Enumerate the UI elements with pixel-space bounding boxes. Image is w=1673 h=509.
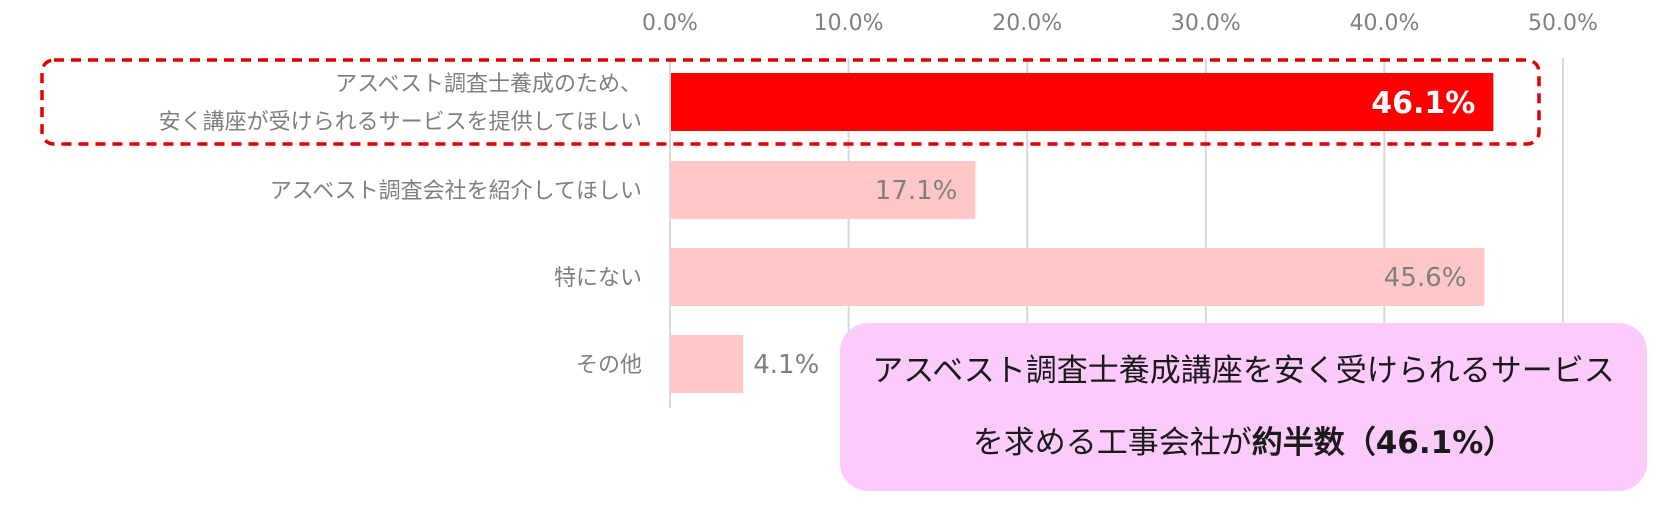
highlight-outline bbox=[40, 58, 1541, 146]
category-label: 特にない bbox=[554, 266, 642, 291]
category-label: アスベスト調査士養成のため、 bbox=[335, 72, 642, 97]
callout-line2-bold: 約半数（46.1%） bbox=[1251, 425, 1515, 461]
data-label: 17.1% bbox=[875, 176, 958, 206]
x-tick-label: 20.0% bbox=[992, 11, 1062, 36]
category-label: その他 bbox=[576, 353, 642, 378]
callout-line1: アスベスト調査士養成講座を安く受けられるサービス bbox=[872, 353, 1615, 389]
category-label: アスベスト調査会社を紹介してほしい bbox=[270, 179, 642, 204]
bar bbox=[670, 335, 744, 393]
x-tick-label: 30.0% bbox=[1171, 11, 1241, 36]
x-tick-label: 40.0% bbox=[1349, 11, 1419, 36]
data-label: 45.6% bbox=[1384, 263, 1467, 293]
callout-box: アスベスト調査士養成講座を安く受けられるサービス を求める工事会社が約半数（46… bbox=[840, 323, 1647, 491]
x-tick-label: 10.0% bbox=[814, 11, 884, 36]
callout-line2-prefix: を求める工事会社が bbox=[972, 425, 1252, 461]
x-tick-label: 0.0% bbox=[642, 11, 698, 36]
category-label: 安く講座が受けられるサービスを提供してほしい bbox=[159, 110, 642, 135]
bar bbox=[670, 161, 976, 219]
callout-line2: を求める工事会社が約半数（46.1%） bbox=[973, 407, 1515, 479]
data-label: 4.1% bbox=[753, 350, 819, 380]
bar-highlight bbox=[670, 73, 1494, 131]
data-label: 46.1% bbox=[1371, 86, 1475, 121]
bar bbox=[670, 248, 1485, 306]
x-tick-label: 50.0% bbox=[1528, 11, 1598, 36]
